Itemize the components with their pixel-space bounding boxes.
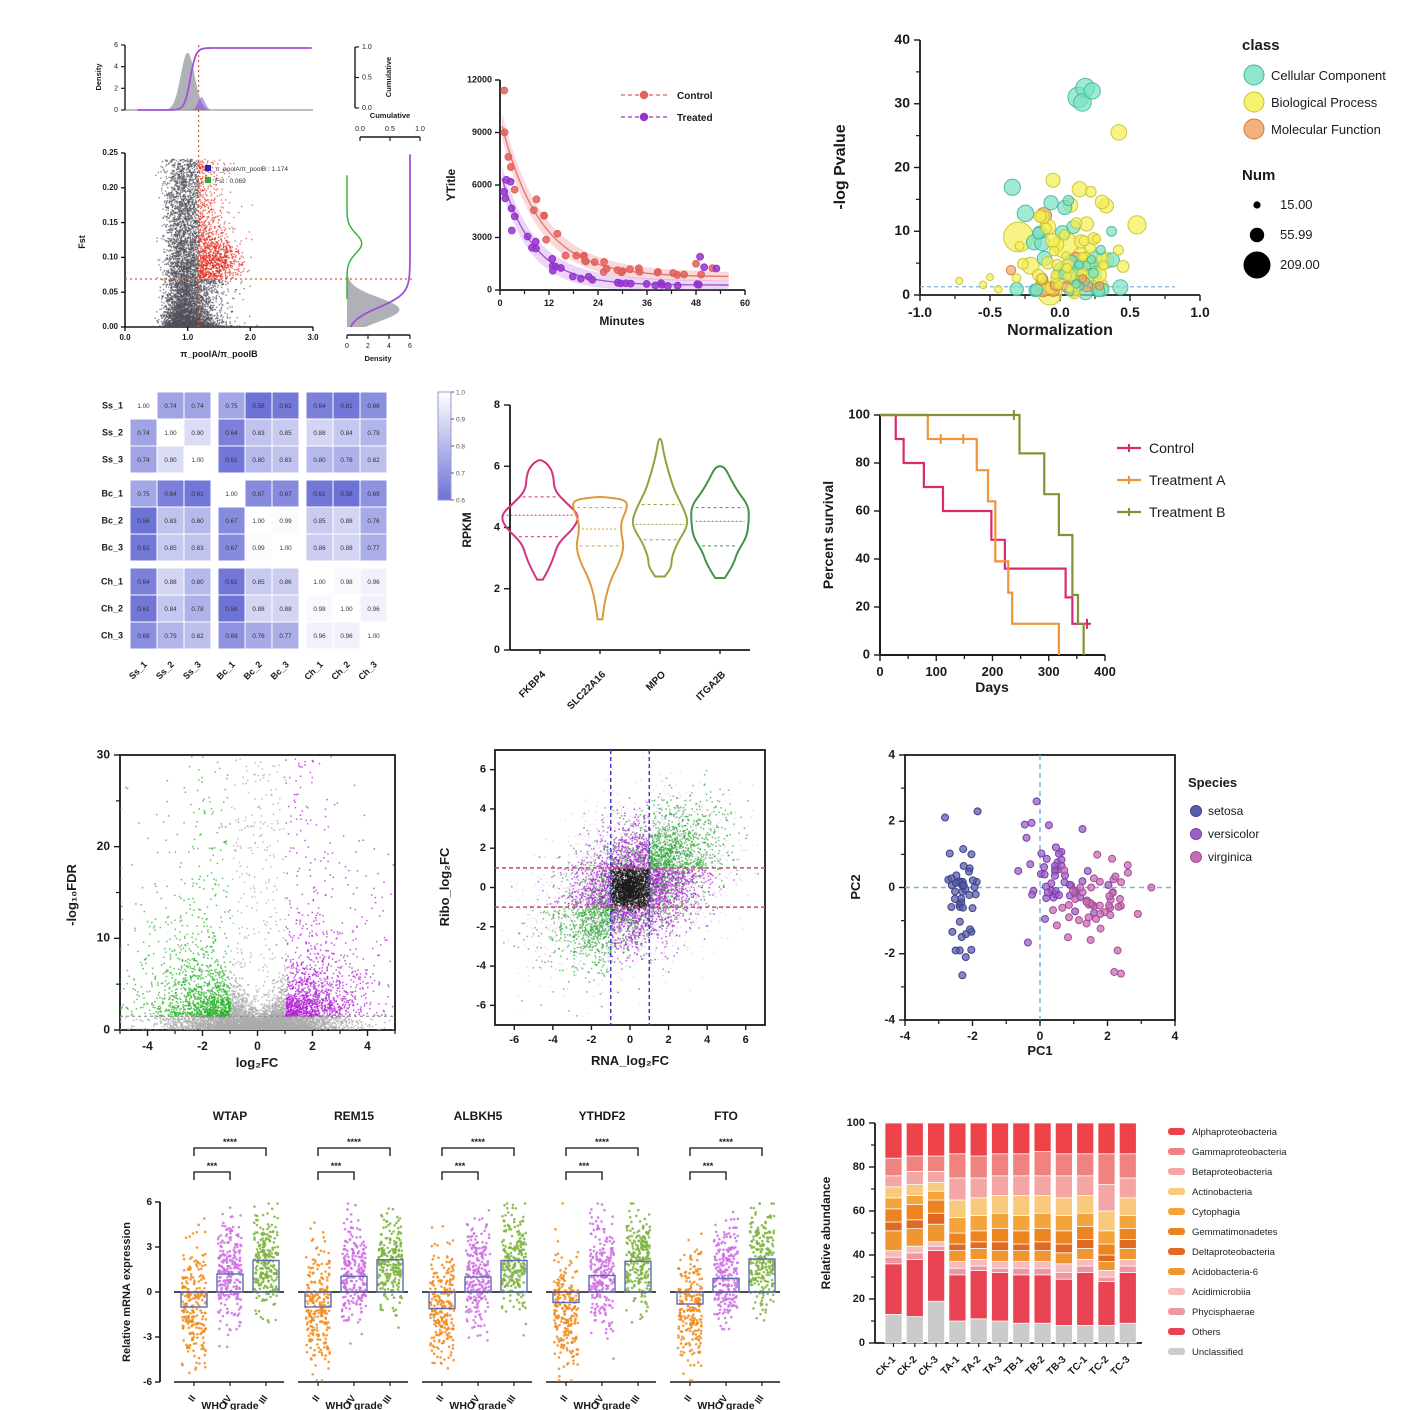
go-bubble-canvas xyxy=(805,5,1405,375)
nine-quadrant-panel xyxy=(425,735,785,1083)
fst-scatter-canvas xyxy=(55,5,425,367)
correlation-heatmap-panel xyxy=(55,378,465,708)
volcano-panel xyxy=(50,735,410,1083)
abundance-stacked-panel xyxy=(790,1088,1410,1410)
correlation-heatmap-canvas xyxy=(55,378,465,708)
violin-panel xyxy=(435,375,775,715)
pca-panel xyxy=(830,735,1270,1075)
volcano-canvas xyxy=(50,735,410,1083)
nine-quadrant-canvas xyxy=(425,735,785,1083)
decay-curve-panel xyxy=(425,35,765,365)
fst-scatter-panel xyxy=(55,5,425,367)
go-bubble-panel xyxy=(805,5,1405,375)
decay-curve-canvas xyxy=(425,35,765,365)
survival-canvas xyxy=(795,390,1235,720)
mrna-dotplot-panel xyxy=(50,1090,790,1410)
violin-canvas xyxy=(435,375,775,715)
mrna-dotplot-canvas xyxy=(50,1090,790,1410)
abundance-stacked-canvas xyxy=(790,1088,1410,1410)
pca-canvas xyxy=(830,735,1270,1075)
survival-panel xyxy=(795,390,1235,720)
